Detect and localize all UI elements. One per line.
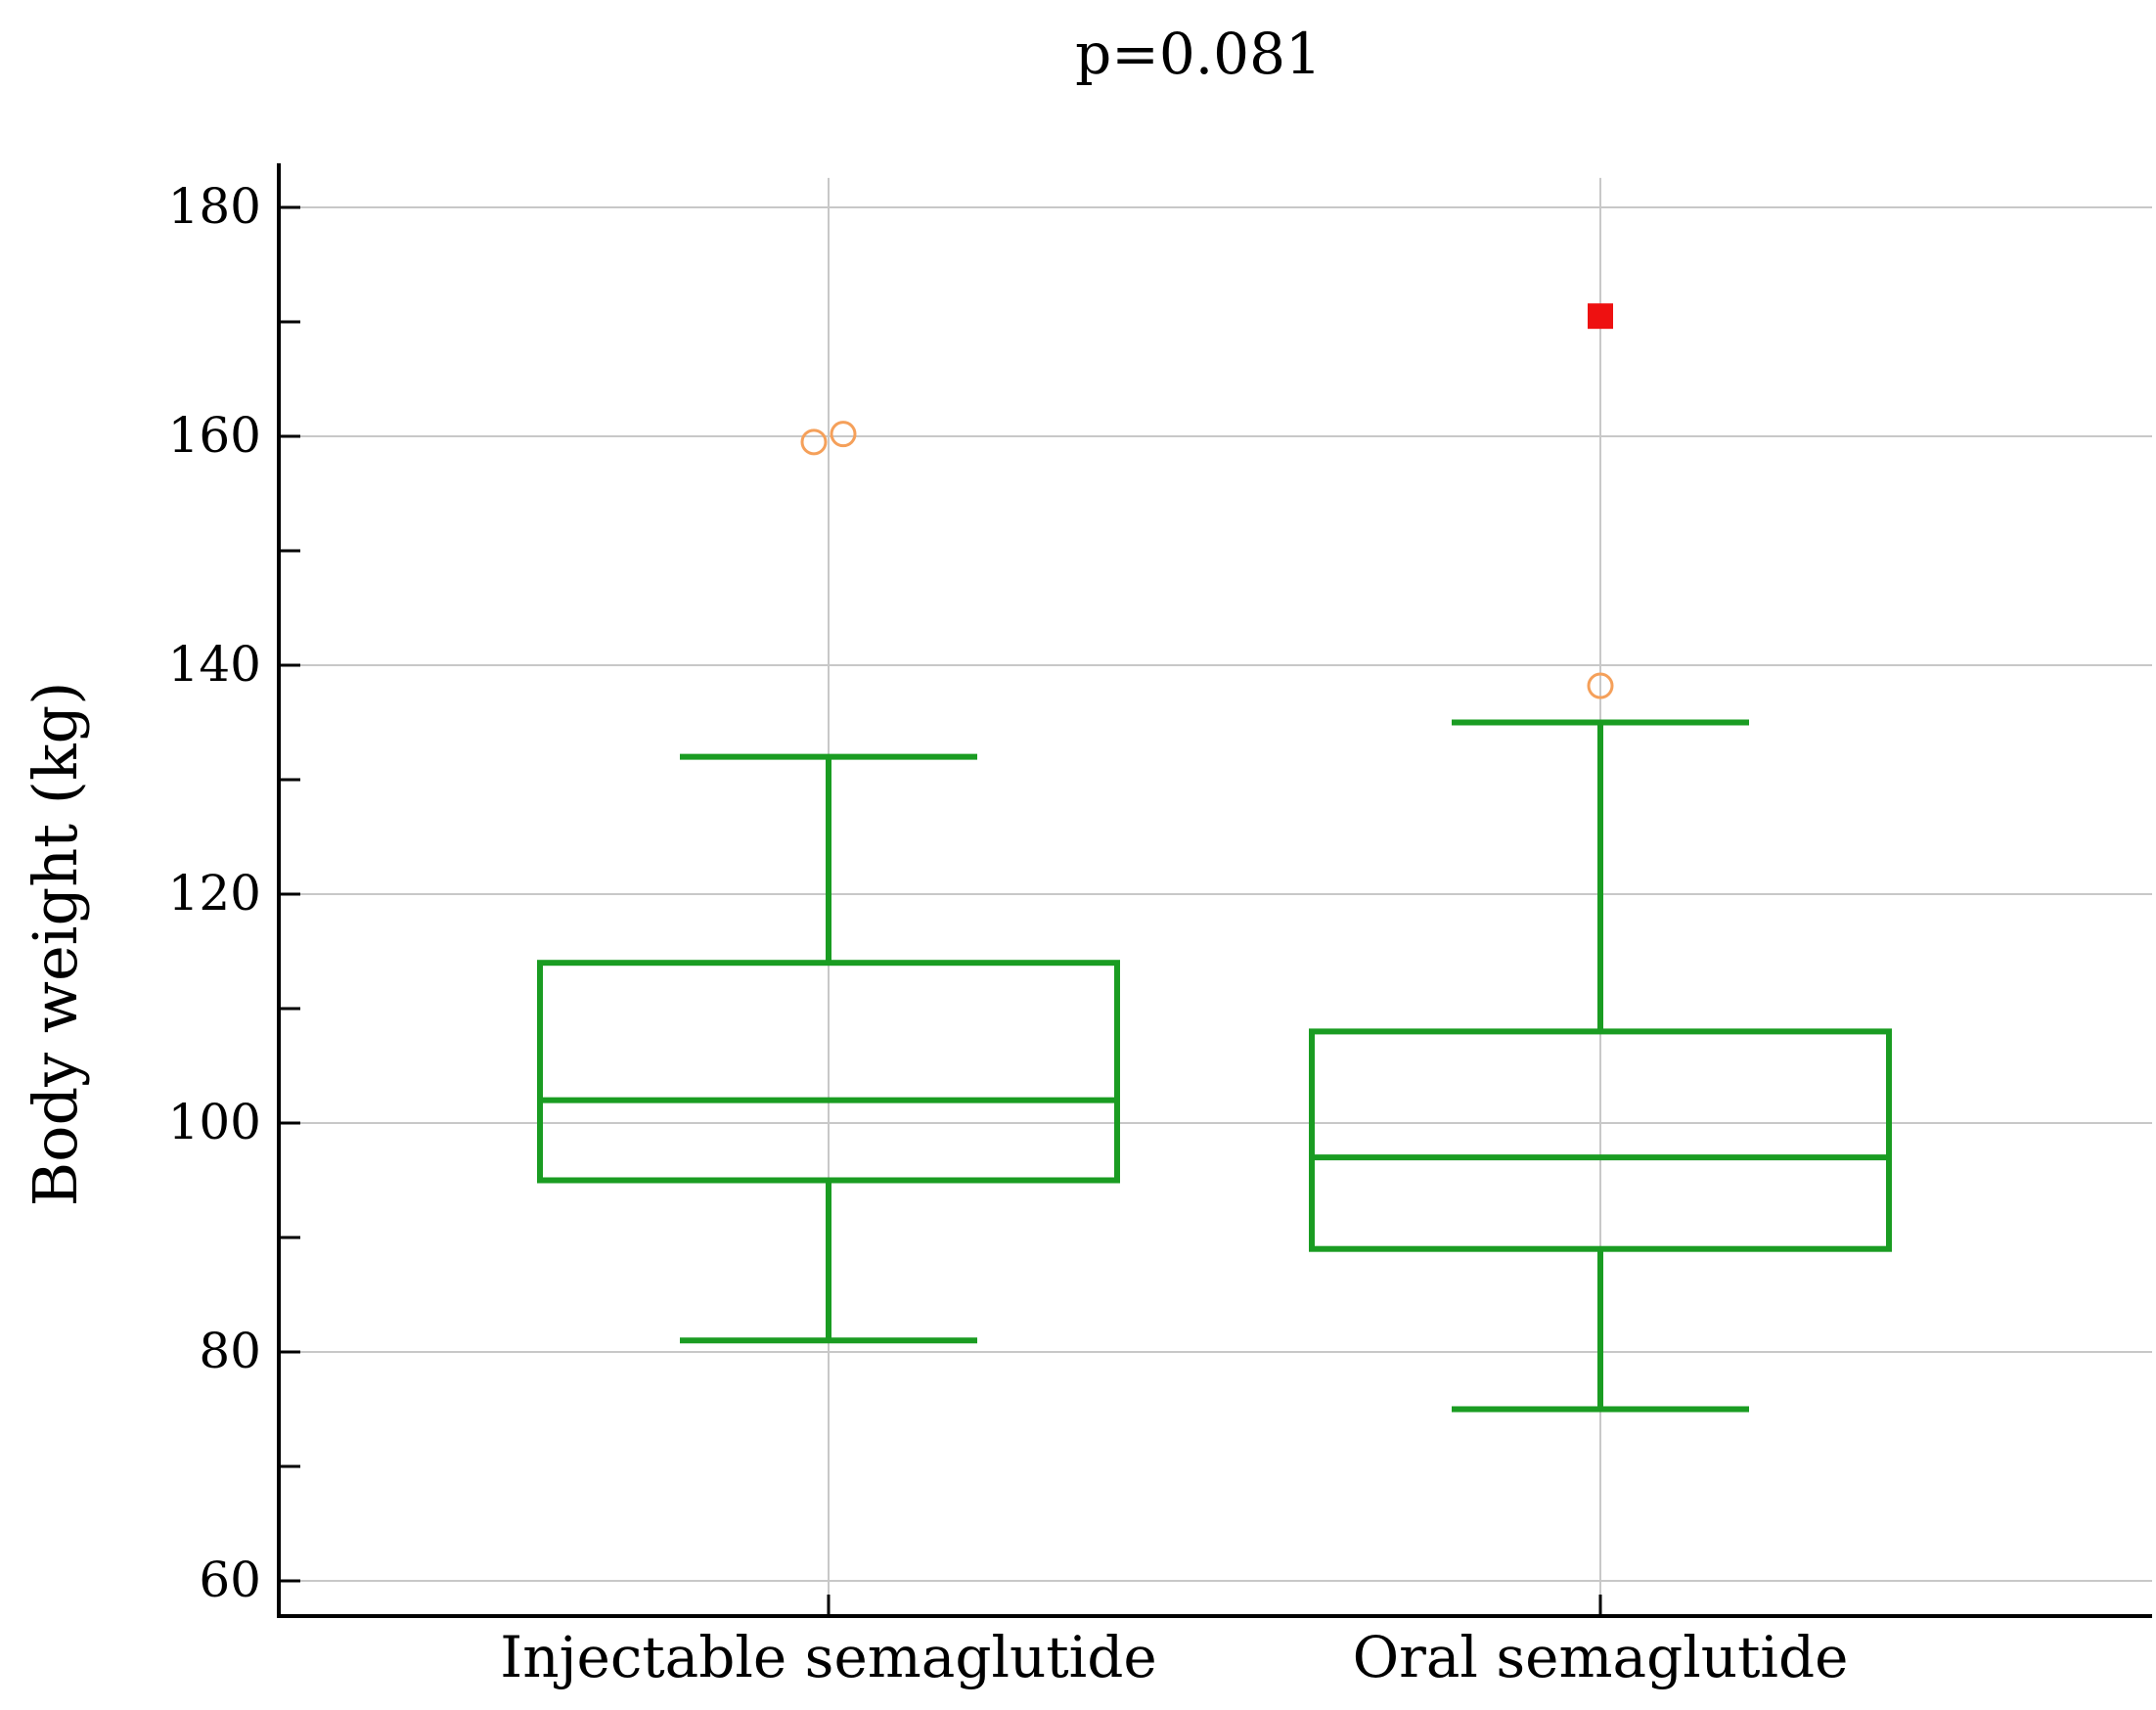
y-tick-label: 100 (168, 1094, 261, 1150)
box-group (537, 753, 1120, 1344)
x-category-labels: Injectable semaglutide Oral semaglutide (500, 1624, 1848, 1690)
y-tick-label: 180 (168, 178, 261, 235)
box-group (1309, 719, 1892, 1413)
outlier-point (830, 421, 857, 448)
y-tick-label: 60 (199, 1552, 261, 1608)
y-tick-label: 120 (168, 865, 261, 922)
outlier-points (800, 303, 1614, 699)
axes (277, 162, 2152, 1618)
grid-lines (296, 177, 2152, 1616)
y-tick-label: 160 (168, 407, 261, 464)
chart-title: p=0.081 (1075, 21, 1322, 87)
y-tick-labels: 60 80 100 120 140 160 180 (168, 178, 261, 1608)
outlier-point (800, 428, 828, 456)
y-axis-label: Body weight (kg) (20, 682, 91, 1207)
outlier-point (1587, 672, 1614, 699)
x-category-label: Injectable semaglutide (500, 1624, 1156, 1690)
y-tick-label: 140 (168, 636, 261, 693)
y-tick-label: 80 (199, 1323, 261, 1379)
far-outlier-point (1588, 303, 1613, 330)
x-category-label: Oral semaglutide (1353, 1624, 1849, 1690)
boxes (537, 719, 1892, 1413)
